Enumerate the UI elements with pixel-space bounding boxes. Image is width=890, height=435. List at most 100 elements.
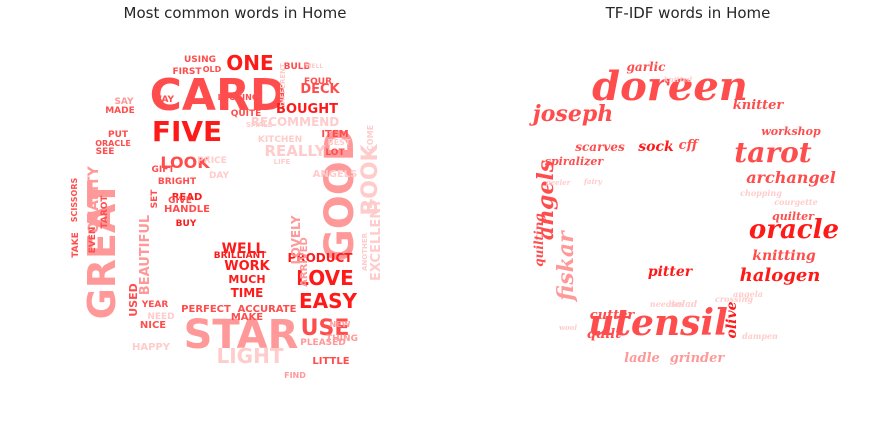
left-words-word-47: SEE — [96, 147, 115, 157]
right-wordcloud-panel: TF-IDF words in Home doreen utensil tarot o… — [488, 0, 888, 435]
left-words-word-2: GREAT — [80, 181, 124, 320]
left-words-word-23: LOVELY — [289, 215, 303, 264]
left-words-word-31: LITTLE — [312, 356, 349, 367]
left-words-word-7: EASY — [299, 289, 358, 313]
left-words-word-9: LIGHT — [217, 344, 284, 368]
right-words-word-24: cff — [679, 138, 700, 153]
left-words-word-17: WELL — [222, 241, 265, 257]
left-words-word-70: ORACLE — [95, 139, 131, 148]
left-words-word-13: BEAUTIFUL — [138, 215, 153, 295]
left-words-word-4: FIVE — [152, 115, 222, 148]
right-words-word-32: needles — [650, 299, 685, 309]
left-words-word-62: COME — [366, 125, 375, 151]
right-words-word-33: peeler — [546, 178, 572, 187]
right-words-word-11: scarves — [575, 140, 625, 154]
left-words-word-53: HANDLE — [164, 204, 210, 215]
left-words-word-25: DECK — [300, 82, 340, 97]
right-words-word-31: dampen — [742, 331, 778, 341]
left-words-word-48: GIFT — [151, 165, 175, 175]
right-words-word-19: quilt — [587, 327, 621, 342]
left-words-word-58: TAKE — [71, 232, 81, 258]
left-words-word-43: SAY — [114, 97, 134, 107]
right-words-word-22: olive — [724, 301, 740, 338]
left-words-word-51: SET — [150, 189, 160, 209]
left-words-word-45: MADE — [105, 106, 135, 116]
right-words-word-27: salad — [671, 300, 698, 310]
left-words-word-49: BRIGHT — [158, 177, 197, 187]
left-words-word-37: ARRIVED — [299, 237, 310, 287]
left-words-word-8: USE — [301, 316, 350, 341]
right-words-word-21: grinder — [670, 351, 726, 366]
left-words-word-61: ITEM — [321, 129, 348, 140]
left-words-word-22: REALLY — [264, 142, 326, 160]
right-words-word-7: archangel — [746, 168, 836, 187]
left-words-word-32: NICE — [140, 320, 166, 331]
right-words-word-23: spiralizer — [545, 155, 605, 168]
left-words-word-55: EVEN — [88, 227, 98, 254]
left-words-word-63: LOT — [325, 148, 345, 158]
left-words-word-52: BUY — [176, 219, 197, 229]
left-words-word-15: BOUGHT — [276, 102, 338, 117]
left-words-word-42: OLD — [203, 65, 222, 74]
right-words-word-28: angela — [733, 289, 763, 299]
right-words-word-34: fairy — [583, 177, 603, 186]
left-words-word-34: NEW — [330, 320, 351, 329]
right-panel-title: TF-IDF words in Home — [605, 4, 771, 22]
left-words-word-68: ANOTHER — [361, 232, 369, 271]
left-words-word-38: BULB — [284, 62, 311, 72]
left-words-word-50: READ — [172, 192, 203, 203]
left-words-word-11: LOOK — [160, 153, 210, 172]
right-words-word-12: sock — [638, 139, 674, 155]
right-words-word-0: doreen — [592, 63, 748, 110]
left-words-word-28: PERFECT — [181, 304, 231, 315]
left-words-word-69: BEST — [328, 138, 351, 147]
left-words-word-26: USED — [127, 283, 140, 317]
right-words-word-29: knitted — [664, 75, 693, 84]
right-words-word-25: crossing — [715, 294, 753, 304]
left-words-word-3: GOOD — [317, 128, 363, 262]
left-words-word-66: DAY — [209, 171, 230, 181]
left-words-word-29: ACCURATE — [238, 304, 297, 315]
right-words-word-20: ladle — [624, 351, 660, 366]
left-words-word-73: SMALL — [246, 121, 273, 129]
right-words-word-15: knitter — [733, 98, 785, 113]
left-words-word-57: SCISSORS — [70, 178, 79, 223]
left-words-word-20: BRILLIANT — [214, 251, 267, 261]
left-words-word-40: USING — [184, 55, 216, 65]
left-words-word-74: DIFFERENT — [279, 63, 287, 107]
right-words-word-26: courgette — [774, 197, 817, 207]
left-words-word-35: THING — [326, 334, 358, 344]
left-words-word-27: MAKE — [231, 312, 263, 323]
left-words-word-54: GIVE — [168, 196, 192, 206]
left-words-word-72: QUITE — [231, 109, 262, 119]
left-words-word-44: WAY — [152, 95, 175, 105]
right-words-word-17: pitter — [648, 264, 694, 280]
left-words-word-41: FIRST — [172, 67, 202, 77]
left-panel-title: Most common words in Home — [123, 4, 347, 22]
right-words-word-5: fiskar — [553, 230, 579, 303]
left-words-word-59: YEAR — [141, 300, 169, 310]
left-words-word-0: CARD — [150, 70, 287, 121]
right-words-word-1: utensil — [588, 302, 728, 344]
right-words-word-2: tarot — [734, 136, 812, 169]
left-words-word-19: MUCH — [228, 273, 265, 286]
right-words-word-30: chopping — [740, 188, 782, 198]
left-words-word-60: NEED — [147, 312, 174, 322]
left-wordcloud-panel: Most common words in Home CARD STAR GREAT G… — [35, 0, 435, 435]
right-words-word-9: knitting — [752, 248, 816, 264]
left-words-word-67: KITCHEN — [258, 135, 302, 145]
left-words-word-36: FIND — [284, 371, 306, 380]
left-words-word-1: STAR — [184, 312, 299, 358]
left-words-word-75: WELL — [305, 63, 324, 70]
left-words-word-12: QUALITY — [86, 165, 102, 233]
left-words-word-39: FOUR — [304, 77, 332, 87]
left-words-word-30: PLEASED — [300, 338, 346, 348]
left-words-word-71: LOOKING — [218, 93, 259, 102]
left-words-word-46: PUT — [108, 130, 129, 140]
left-words-word-5: BOOK — [358, 143, 383, 215]
left-words-word-33: HAPPY — [132, 342, 171, 353]
right-words-word-3: oracle — [749, 215, 839, 245]
right-words-word-10: quilting — [532, 213, 546, 266]
left-words-word-6: LOVE — [296, 266, 354, 290]
right-words-word-35: wool — [559, 323, 577, 332]
